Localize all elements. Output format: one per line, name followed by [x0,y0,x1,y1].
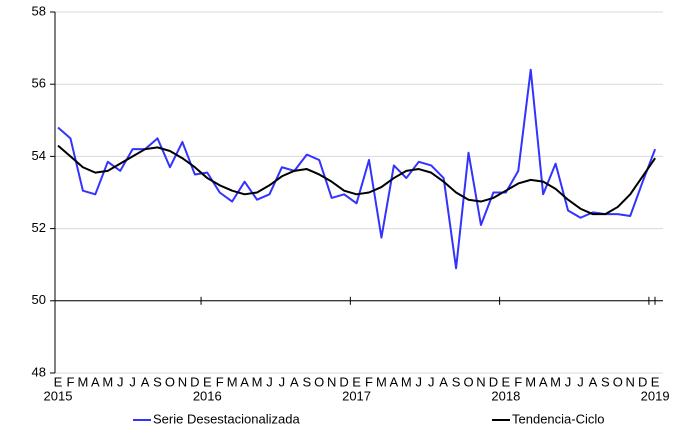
series-line [57,144,656,216]
x-tick-label: J [266,374,273,389]
x-tick-label: E [502,374,511,389]
x-tick-label: E [352,374,361,389]
x-tick-label: A [240,374,249,389]
y-tick-label: 56 [32,76,46,91]
x-tick-label: M [525,374,536,389]
y-tick-label: 48 [32,364,46,379]
legend-label: Tendencia-Ciclo [512,411,605,426]
year-label: 2017 [342,388,371,403]
x-tick-label: F [66,374,74,389]
x-tick-label: O [314,374,324,389]
x-tick-label: D [638,374,647,389]
x-tick-label: N [178,374,187,389]
x-tick-label: N [327,374,336,389]
x-tick-label: S [153,374,162,389]
x-tick-label: D [339,374,348,389]
x-tick-label: O [613,374,623,389]
x-tick-label: M [77,374,88,389]
x-tick-label: J [129,374,136,389]
series-line [57,68,657,270]
x-tick-label: A [390,374,399,389]
legend-label: Serie Desestacionalizada [153,411,300,426]
year-label: 2019 [641,388,670,403]
x-tick-label: A [589,374,598,389]
x-tick-label: A [290,374,299,389]
x-tick-label: M [376,374,387,389]
year-label: 2015 [44,388,73,403]
x-tick-label: S [452,374,461,389]
x-tick-label: A [141,374,150,389]
x-tick-label: M [252,374,263,389]
year-label: 2016 [193,388,222,403]
year-label: 2018 [491,388,520,403]
x-tick-label: O [463,374,473,389]
y-tick-label: 52 [32,220,46,235]
x-tick-label: M [550,374,561,389]
x-tick-label: J [565,374,572,389]
x-tick-label: N [476,374,485,389]
x-tick-label: S [601,374,610,389]
x-tick-label: F [216,374,224,389]
x-tick-label: F [514,374,522,389]
x-tick-label: S [302,374,311,389]
y-tick-label: 50 [32,292,46,307]
x-tick-label: D [190,374,199,389]
x-tick-label: M [102,374,113,389]
x-tick-label: A [91,374,100,389]
x-tick-label: J [279,374,286,389]
x-tick-label: A [439,374,448,389]
x-tick-label: J [577,374,584,389]
x-tick-label: E [54,374,63,389]
x-tick-label: N [626,374,635,389]
x-tick-label: O [165,374,175,389]
x-tick-label: J [117,374,124,389]
x-tick-label: J [428,374,435,389]
y-tick-label: 58 [32,3,46,18]
x-tick-label: J [416,374,423,389]
x-tick-label: E [651,374,660,389]
x-tick-label: A [539,374,548,389]
x-tick-label: M [401,374,412,389]
x-tick-label: F [365,374,373,389]
x-tick-label: E [203,374,212,389]
y-tick-label: 54 [32,148,46,163]
x-tick-label: D [489,374,498,389]
x-tick-label: M [227,374,238,389]
